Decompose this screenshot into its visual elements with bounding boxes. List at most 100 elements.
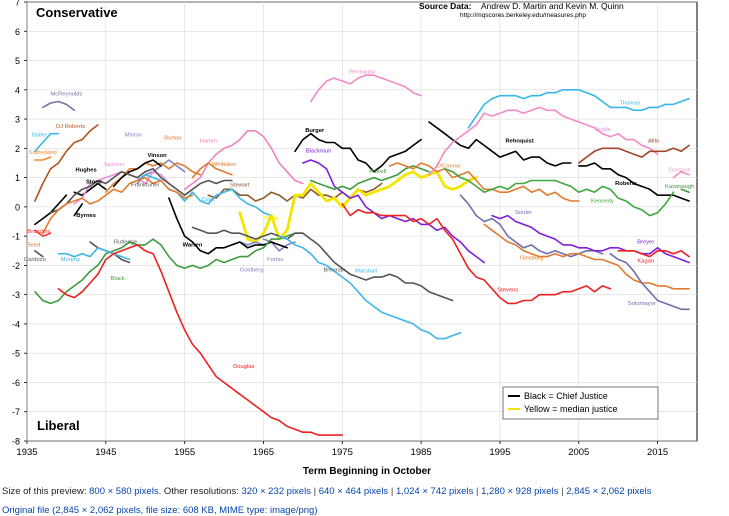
series-line-butler [34, 132, 60, 153]
series-line-burger [294, 132, 422, 173]
series-label-cardozo: Cardozo [24, 257, 46, 263]
series-label-kennedy: Kennedy [591, 198, 614, 204]
series-layer [34, 74, 690, 436]
y-tick-label: -7 [12, 407, 20, 417]
series-label-clark: Clark [202, 197, 216, 203]
series-label-minton: Minton [125, 133, 142, 139]
x-axis-label: Term Beginning in October [303, 466, 431, 477]
supreme-court-ideology-chart: McReynolds OJ Roberts Butler Sutherland Hugh… [12, 0, 698, 477]
series-label-brennan: Brennan [323, 267, 345, 273]
series-label-kavanaugh: Kavanaugh [665, 184, 694, 190]
series-label-jackson: Jackson [103, 162, 124, 168]
x-tick-label: 1965 [253, 447, 274, 458]
series-line-clark [136, 173, 273, 217]
series-line-goldberg [239, 241, 265, 246]
series-label-stone: Stone [86, 179, 103, 185]
x-tick-label: 1945 [95, 447, 116, 458]
preview-size-label: Size of this preview: [2, 486, 87, 497]
series-label-gorsuch: Gorsuch [669, 168, 691, 174]
x-tick-label: 2005 [568, 447, 589, 458]
series-label-rutledge: Rutledge [114, 239, 137, 245]
series-line-vinson [112, 159, 162, 188]
series-line-kennedy [443, 168, 675, 217]
x-tick-label: 1995 [489, 447, 510, 458]
series-line-gorsuch [672, 170, 690, 179]
series-label-murphy: Murphy [61, 257, 80, 263]
series-line-marshall [278, 235, 462, 340]
legend-box [502, 386, 659, 420]
series-label-roberts: Roberts [615, 181, 637, 187]
liberal-label: Liberal [37, 418, 80, 433]
series-label-stevens: Stevens [497, 288, 518, 294]
resolution-link[interactable]: 640 × 464 pixels [318, 486, 389, 497]
series-label-rehnquist: Rehnquist [349, 70, 375, 76]
y-tick-label: 6 [15, 27, 20, 37]
source-url: http://mqscores.berkeley.edu/measures.ph… [460, 12, 586, 19]
y-tick-label: -6 [12, 378, 20, 388]
y-tick-label: 4 [15, 85, 20, 95]
series-label-douglas: Douglas [233, 364, 254, 370]
series-label-fortas: Fortas [267, 257, 284, 263]
series-line-brennan [191, 226, 454, 302]
conservative-label: Conservative [36, 5, 118, 20]
series-label-thomas: Thomas [620, 100, 641, 106]
resolution-link[interactable]: 1,024 × 742 pixels [395, 486, 474, 497]
series-line-rehnquist-cj [428, 121, 572, 167]
series-label-goldberg: Goldberg [240, 267, 264, 273]
series-line-byrnes [73, 203, 83, 217]
grid-lines [26, 1, 697, 442]
series-line-stone [73, 182, 107, 196]
series-label-scalia: Scalia [595, 127, 612, 133]
original-file-link[interactable]: Original file (2,845 × 2,062 pixels, fil… [2, 505, 318, 516]
series-line-stevens [341, 203, 612, 305]
y-tick-label: -1 [12, 232, 20, 242]
y-tick-label: -3 [12, 290, 20, 300]
series-label-brandeis: Brandeis [27, 229, 50, 235]
y-tick-label: -2 [12, 261, 20, 271]
resolution-link[interactable]: 1,280 × 928 pixels [481, 486, 559, 497]
series-line-scalia [428, 106, 659, 176]
plot-area [26, 1, 698, 442]
series-line-douglas [57, 244, 344, 436]
source-label: Source Data: [419, 1, 472, 11]
series-label-souter: Souter [515, 210, 532, 216]
resolution-link[interactable]: 2,845 × 2,062 pixels [566, 486, 652, 497]
series-line-alito [577, 144, 690, 164]
resolution-link[interactable]: 320 × 232 pixels [241, 486, 311, 497]
series-labels: McReynolds OJ Roberts Butler Sutherland Hugh… [24, 70, 694, 370]
series-label-oj-roberts: OJ Roberts [56, 124, 85, 130]
series-line-murphy [57, 247, 131, 261]
y-tick-label: -5 [12, 349, 20, 359]
series-label-alito: Alito [648, 138, 659, 144]
legend-label-median: Yellow = median justice [524, 404, 617, 414]
y-tick-label: 2 [15, 144, 20, 154]
series-label-hughes: Hughes [75, 168, 96, 174]
legend-label-chief-justice: Black = Chief Justice [524, 391, 608, 401]
series-label-mcreynolds: McReynolds [50, 92, 82, 98]
y-tick-label: -8 [12, 437, 20, 447]
series-label-sotomayor: Sotomayor [628, 301, 656, 307]
x-tick-label: 1975 [332, 447, 353, 458]
y-tick-label: 5 [15, 56, 20, 66]
series-line-thomas [467, 89, 690, 129]
series-label-breyer: Breyer [637, 239, 654, 245]
series-line-mcreynolds [41, 100, 76, 112]
series-line-cardozo [34, 250, 44, 258]
series-label-harlan: Harlan [200, 138, 217, 144]
series-label-powell: Powell [369, 169, 386, 175]
series-label-butler: Butler [32, 133, 47, 139]
series-label-black: Black [111, 276, 125, 282]
series-label-rehnquist-cj: Rehnquist [505, 138, 533, 144]
series-line-brandeis [34, 229, 52, 237]
preview-size-link[interactable]: 800 × 580 pixels [89, 486, 159, 497]
series-label-frankfurter: Frankfurter [131, 182, 159, 188]
series-label-blackmun: Blackmun [306, 149, 331, 155]
series-line-black [34, 232, 304, 305]
x-tick-label: 1985 [411, 447, 432, 458]
series-line-kagan [617, 250, 690, 258]
series-label-burger: Burger [305, 128, 325, 134]
series-line-breyer [491, 214, 690, 264]
series-label-marshall: Marshall [355, 269, 377, 275]
series-line-whittaker [191, 162, 233, 179]
series-label-kagan: Kagan [637, 258, 654, 264]
